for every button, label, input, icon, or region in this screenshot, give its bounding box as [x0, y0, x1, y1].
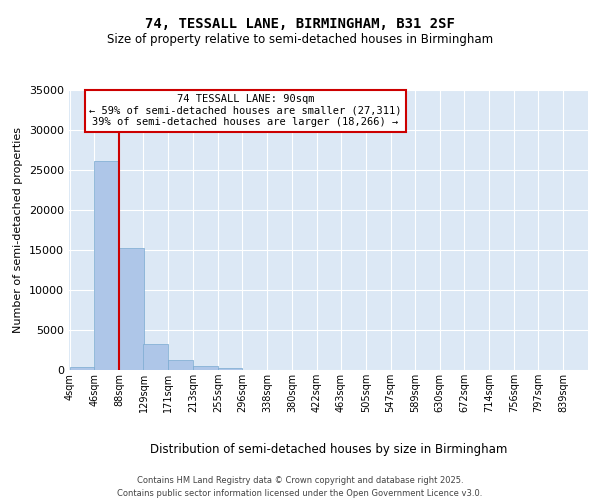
Bar	[193, 366, 218, 370]
Bar	[94, 161, 119, 370]
Bar	[70, 367, 94, 370]
Text: 74, TESSALL LANE, BIRMINGHAM, B31 2SF: 74, TESSALL LANE, BIRMINGHAM, B31 2SF	[145, 18, 455, 32]
Text: Contains HM Land Registry data © Crown copyright and database right 2025.
Contai: Contains HM Land Registry data © Crown c…	[118, 476, 482, 498]
Y-axis label: Number of semi-detached properties: Number of semi-detached properties	[13, 127, 23, 333]
Bar	[218, 368, 242, 370]
Text: Size of property relative to semi-detached houses in Birmingham: Size of property relative to semi-detach…	[107, 32, 493, 46]
Text: Distribution of semi-detached houses by size in Birmingham: Distribution of semi-detached houses by …	[150, 442, 508, 456]
Text: 74 TESSALL LANE: 90sqm
← 59% of semi-detached houses are smaller (27,311)
39% of: 74 TESSALL LANE: 90sqm ← 59% of semi-det…	[89, 94, 402, 128]
Bar	[169, 360, 193, 370]
Bar	[143, 344, 168, 370]
Bar	[119, 248, 144, 370]
